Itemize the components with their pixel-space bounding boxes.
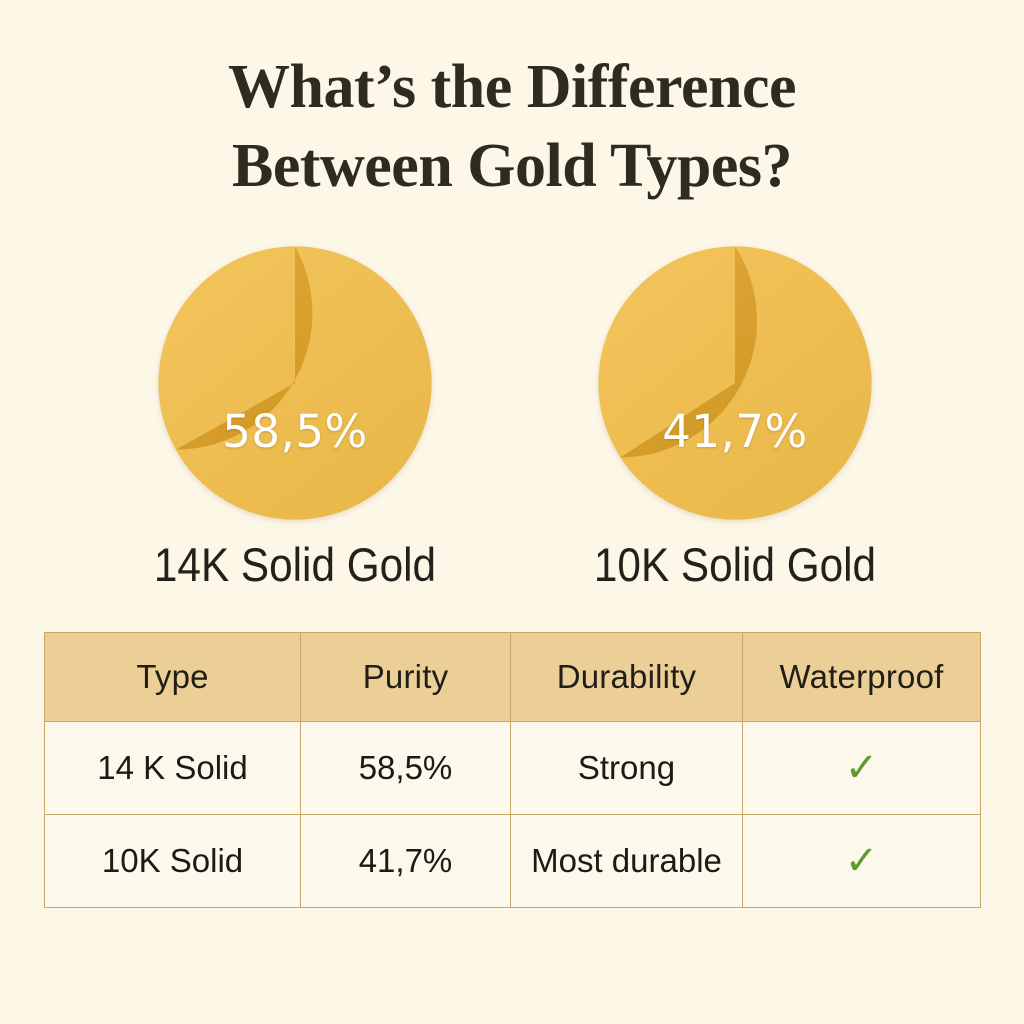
cell-waterproof: ✓ xyxy=(742,721,981,815)
pie-chart-10k-svg xyxy=(598,246,872,520)
cell-waterproof: ✓ xyxy=(742,814,981,908)
pie-chart-10k-block: 41,7% 10K Solid Gold xyxy=(525,245,945,610)
page-title-line-2: Between Gold Types? xyxy=(231,132,793,201)
cell-durability: Strong xyxy=(510,721,743,815)
pie-chart-10k-caption: 10K Solid Gold xyxy=(593,538,877,591)
cell-purity: 58,5% xyxy=(300,721,511,815)
pie-chart-14k: 58,5% xyxy=(157,245,433,521)
pie-chart-10k: 41,7% xyxy=(597,245,873,521)
column-header-purity: Purity xyxy=(300,632,511,722)
table-row: 14 K Solid 58,5% Strong ✓ xyxy=(44,721,981,815)
check-icon: ✓ xyxy=(844,744,879,791)
table-header-row: Type Purity Durability Waterproof xyxy=(44,632,981,722)
pie-slice-10k-gold xyxy=(620,246,758,458)
pie-chart-10k-value: 41,7% xyxy=(662,405,808,458)
table-row: 10K Solid 41,7% Most durable ✓ xyxy=(44,814,981,908)
pie-chart-14k-svg xyxy=(158,246,432,520)
cell-durability: Most durable xyxy=(510,814,743,908)
column-header-waterproof: Waterproof xyxy=(742,632,981,722)
pie-charts-row: 58,5% 14K Solid Gold xyxy=(0,245,1024,610)
column-header-durability: Durability xyxy=(510,632,743,722)
pie-slice-14k-gold xyxy=(175,246,313,450)
page-title: What’s the Difference Between Gold Types… xyxy=(0,48,1024,207)
pie-chart-14k-caption: 14K Solid Gold xyxy=(153,538,437,591)
cell-type: 10K Solid xyxy=(44,814,301,908)
column-header-type: Type xyxy=(44,632,301,722)
pie-chart-14k-value: 58,5% xyxy=(222,405,368,458)
pie-chart-14k-block: 58,5% 14K Solid Gold xyxy=(85,245,505,610)
comparison-table: Type Purity Durability Waterproof 14 K S… xyxy=(44,632,981,908)
cell-purity: 41,7% xyxy=(300,814,511,908)
page-title-line-1: What’s the Difference xyxy=(228,53,797,121)
cell-type: 14 K Solid xyxy=(44,721,301,815)
check-icon: ✓ xyxy=(844,837,879,884)
